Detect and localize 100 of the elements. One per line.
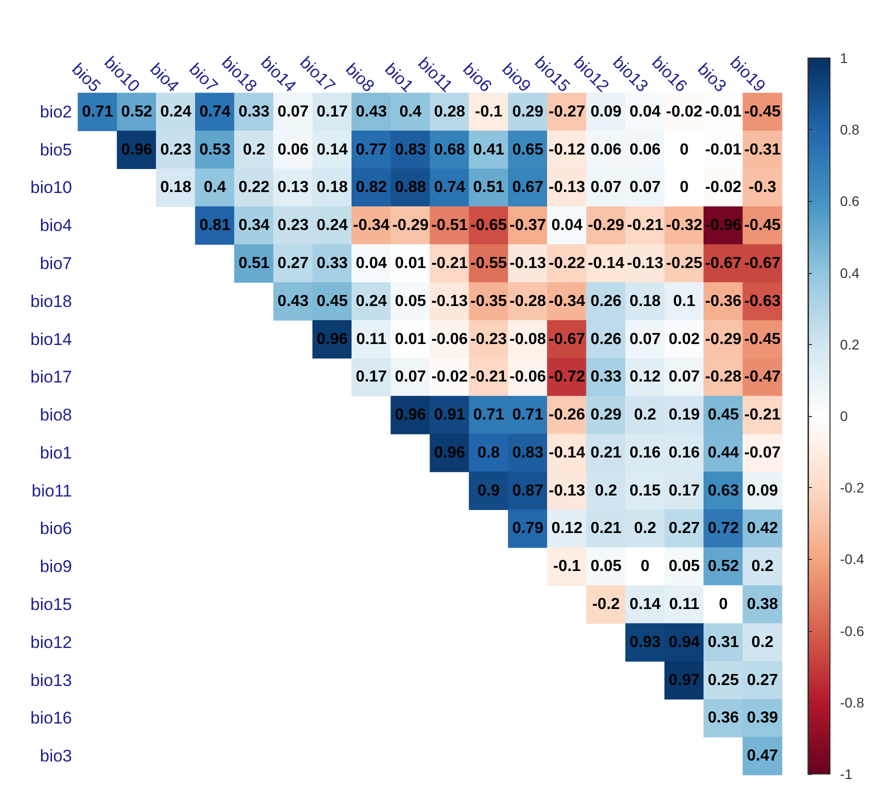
data-label: -0.32	[666, 217, 703, 234]
y-tick-label: bio6	[40, 519, 72, 538]
data-label: -0.67	[705, 255, 742, 272]
data-label: -0.02	[431, 368, 468, 386]
data-label: -0.65	[470, 217, 508, 234]
data-label: -0.34	[353, 217, 390, 234]
data-label: -0.23	[470, 330, 508, 348]
data-label: -0.13	[626, 255, 664, 272]
y-tick-label: bio14	[30, 330, 72, 349]
data-label: 0.4	[399, 103, 422, 120]
data-label: 0.2	[751, 558, 774, 576]
data-label: 0.88	[394, 179, 426, 196]
data-label: 0.28	[434, 103, 466, 120]
data-label: -0.1	[553, 558, 581, 576]
data-label: -0.2	[592, 596, 620, 613]
data-label: -0.06	[510, 368, 546, 386]
data-label: 0.19	[668, 406, 700, 424]
data-label: 0.72	[708, 520, 740, 538]
data-label: 0.81	[199, 217, 231, 234]
data-label: 0.82	[356, 179, 388, 196]
data-label: 0.77	[356, 141, 388, 158]
y-tick-label: bio15	[30, 595, 72, 614]
data-label: 0.17	[668, 482, 700, 500]
y-tick-label: bio3	[40, 746, 72, 766]
data-label: 0.16	[630, 444, 661, 462]
data-label: 0.11	[356, 330, 387, 348]
data-label: 0.23	[160, 141, 192, 158]
data-label: 0.33	[590, 368, 622, 386]
data-label: -0.22	[548, 255, 586, 272]
data-label: 0.01	[394, 255, 426, 272]
data-label: 0.2	[594, 482, 618, 500]
data-label: 0.9	[478, 482, 500, 500]
data-label: -0.28	[705, 368, 742, 386]
data-label: -0.14	[548, 444, 586, 462]
data-label: 0.07	[590, 179, 622, 196]
data-label: 0.52	[708, 558, 740, 576]
data-label: 0.22	[238, 179, 270, 196]
data-label: 0.2	[751, 634, 774, 651]
data-label: 0.47	[746, 748, 778, 765]
data-label: -0.08	[510, 330, 546, 348]
data-label: 0.05	[394, 292, 426, 310]
data-label: 0.96	[434, 444, 466, 462]
data-label: 0.94	[668, 634, 700, 651]
data-label: 0.1	[673, 292, 696, 310]
data-label: 0.14	[630, 596, 661, 613]
data-label: -0.1	[474, 103, 503, 120]
y-tick-label: bio7	[40, 254, 72, 273]
data-label: 0.09	[590, 103, 622, 120]
data-label: 0.83	[512, 444, 544, 462]
data-label: 0.2	[242, 141, 266, 158]
data-label: 0.91	[434, 406, 466, 424]
data-label: 0.24	[316, 217, 348, 234]
data-label: -0.13	[548, 482, 586, 500]
x-tick-label: bio6	[459, 60, 496, 96]
data-label: 0.18	[630, 292, 661, 310]
data-label: 0.63	[708, 482, 740, 500]
data-label: 0.93	[630, 634, 661, 651]
data-label: 0.26	[590, 330, 622, 348]
data-label: 0.12	[630, 368, 661, 386]
data-label: 0.18	[316, 179, 348, 196]
data-label: 0.24	[160, 103, 192, 120]
data-label: -0.12	[548, 141, 586, 158]
data-label: 0.29	[512, 103, 544, 120]
data-label: 0.39	[746, 710, 778, 727]
data-label: 0.24	[356, 292, 388, 310]
data-label: 0.51	[473, 179, 504, 196]
data-label: 0.04	[356, 255, 388, 272]
data-label: 0.26	[590, 292, 622, 310]
data-label: 0.16	[668, 444, 700, 462]
data-label: -0.37	[510, 217, 546, 234]
x-tick-label: bio5	[68, 60, 104, 96]
data-label: 0.04	[551, 217, 583, 234]
data-label: 0	[640, 558, 650, 576]
data-label: 0.05	[668, 558, 700, 576]
data-label: 0.96	[316, 330, 348, 348]
data-label: 0.44	[708, 444, 740, 462]
y-tick-label: bio10	[30, 178, 72, 198]
data-label: 0.97	[668, 672, 700, 689]
data-label: 0.23	[278, 217, 309, 234]
data-label: -0.01	[705, 103, 742, 120]
data-label: 0.04	[630, 103, 661, 120]
data-label: 0.68	[434, 141, 466, 158]
data-label: 0.33	[238, 103, 270, 120]
data-label: -0.02	[705, 179, 742, 196]
data-label: 0.71	[473, 406, 504, 424]
data-label: 0.51	[238, 255, 270, 272]
data-label: -0.25	[666, 255, 703, 272]
data-label: -0.67	[548, 330, 586, 348]
data-label: -0.26	[548, 406, 586, 424]
data-label: -0.29	[392, 217, 429, 234]
data-label: 0.8	[478, 444, 500, 462]
data-label: 0.27	[668, 520, 700, 538]
color-bar-label: -1	[840, 766, 853, 782]
data-label: 0.07	[394, 368, 426, 386]
data-label: 0.45	[708, 406, 740, 424]
color-bar-label: 0	[840, 408, 848, 424]
color-bar-label: 0.6	[840, 193, 860, 210]
data-label: 0.96	[121, 141, 152, 158]
data-label: -0.3	[748, 179, 776, 196]
data-label: 0.27	[278, 255, 309, 272]
